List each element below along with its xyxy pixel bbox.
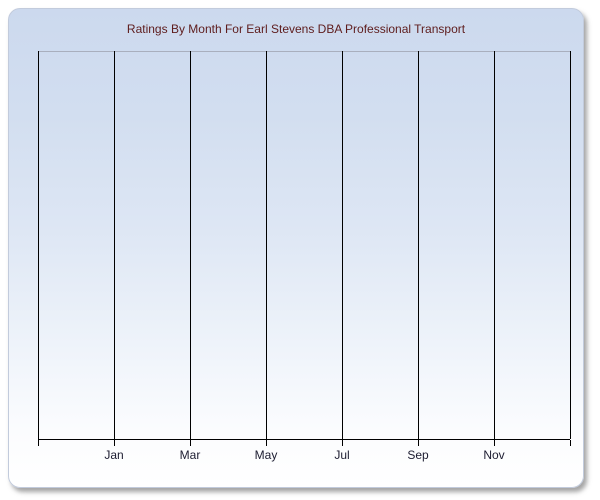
vertical-gridline	[266, 51, 267, 439]
x-axis-label: Mar	[179, 448, 201, 462]
x-axis-tick	[266, 440, 267, 446]
x-axis-label: May	[254, 448, 278, 462]
chart-card: Ratings By Month For Earl Stevens DBA Pr…	[8, 8, 584, 488]
x-axis-tick	[342, 440, 343, 446]
x-axis-label: Jan	[104, 448, 124, 462]
vertical-gridline	[190, 51, 191, 439]
vertical-gridline	[38, 51, 39, 439]
x-axis-tick	[38, 440, 39, 446]
plot-top-border	[38, 51, 570, 52]
x-axis-tick	[570, 440, 571, 446]
plot-area: Jan Mar May Jul Sep Nov	[38, 51, 571, 462]
vertical-gridline	[114, 51, 115, 439]
chart-title: Ratings By Month For Earl Stevens DBA Pr…	[126, 22, 466, 36]
x-axis-tick	[418, 440, 419, 446]
x-axis-tick	[190, 440, 191, 446]
x-axis-label: Sep	[407, 448, 429, 462]
x-axis-label: Jul	[334, 448, 350, 462]
x-axis-tick	[114, 440, 115, 446]
vertical-gridline	[342, 51, 343, 439]
x-axis-tick	[494, 440, 495, 446]
vertical-gridline	[418, 51, 419, 439]
vertical-gridline	[570, 51, 571, 439]
x-axis-label: Nov	[483, 448, 505, 462]
vertical-gridline	[494, 51, 495, 439]
